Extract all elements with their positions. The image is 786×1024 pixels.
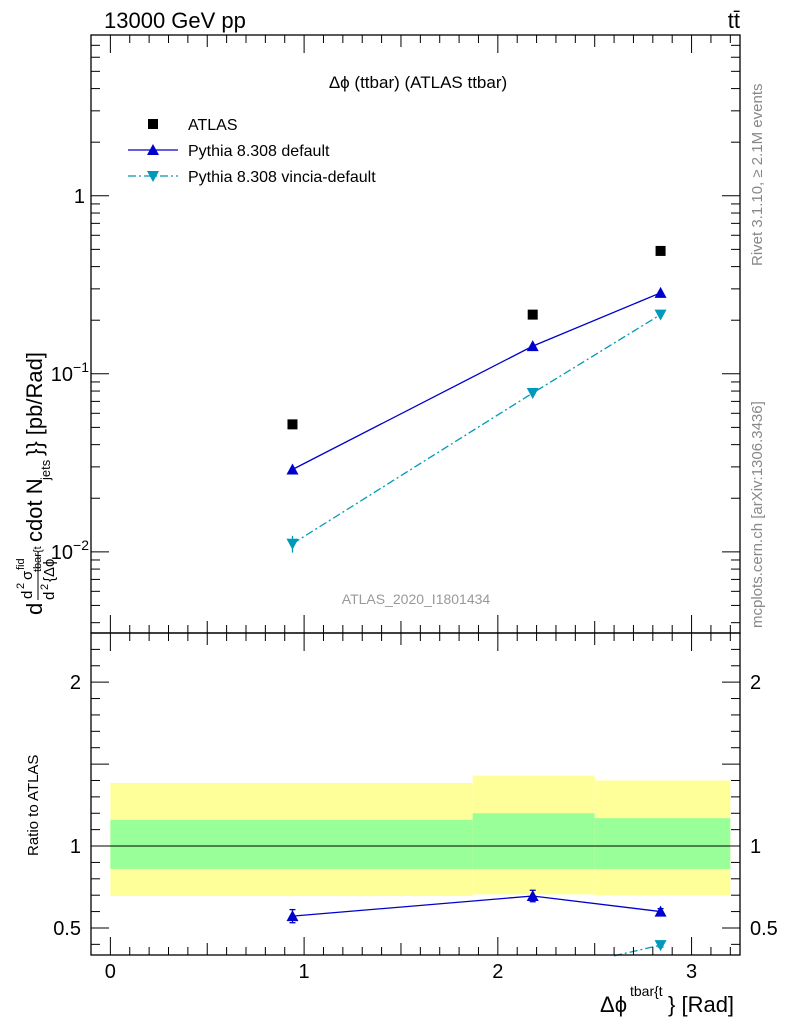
- ratio-data-point: [526, 890, 539, 902]
- main-y-axis-label: d d 2 σ fid d 2 {Δϕ tbar{t cdot N jets }…: [15, 352, 58, 615]
- energy-label: 13000 GeV pp: [104, 8, 246, 33]
- legend-marker: [148, 119, 158, 129]
- svg-text:{Δϕ: {Δϕ: [41, 559, 58, 582]
- main-data-point: [286, 463, 299, 475]
- main-title: Δϕ (ttbar) (ATLAS ttbar): [329, 73, 507, 92]
- legend: ATLAS Pythia 8.308 default Pythia 8.308 vi…: [128, 117, 376, 186]
- ratio-x-tick-label: 0: [105, 961, 116, 983]
- uncertainty-band-green-1: [472, 813, 595, 869]
- ratio-data-point: [654, 905, 667, 917]
- ratio-x-tick-label: 1: [299, 961, 310, 983]
- svg-text:tbar{t: tbar{t: [32, 546, 44, 572]
- svg-text:} [Rad]: } [Rad]: [668, 992, 734, 1017]
- main-data-point: [655, 245, 666, 256]
- ratio-y-tick-label: 0.5: [53, 918, 81, 940]
- main-series-line-2: [292, 314, 661, 545]
- main-data-point: [286, 538, 299, 550]
- ratio-data-point: [654, 940, 667, 952]
- svg-text:2: 2: [15, 583, 27, 589]
- svg-text:fid: fid: [15, 558, 27, 570]
- svg-text:jets: jets: [38, 459, 53, 481]
- ratio-x-tick-label: 2: [492, 961, 503, 983]
- ratio-y-tick-label: 1: [70, 836, 81, 858]
- svg-text:2: 2: [39, 584, 51, 590]
- legend-marker: [147, 144, 159, 155]
- ratio-y-tick-label: 2: [70, 672, 81, 694]
- legend-label: Pythia 8.308 default: [188, 143, 330, 160]
- ratio-y-tick-label-right: 2: [750, 672, 761, 694]
- svg-text:d: d: [41, 592, 58, 600]
- ratio-series-line-1: [613, 944, 661, 957]
- svg-text:d: d: [19, 591, 36, 599]
- rivet-label: Rivet 3.1.10, ≥ 2.1M events: [749, 84, 766, 267]
- svg-text:σ: σ: [19, 570, 36, 580]
- main-y-tick-label: 1: [74, 186, 85, 208]
- main-data-point: [654, 309, 667, 321]
- ratio-data-point: [286, 910, 299, 922]
- main-data-point: [526, 340, 539, 352]
- ratio-series-line-0: [292, 895, 661, 917]
- svg-text:d: d: [22, 603, 47, 615]
- svg-text:Δϕ: Δϕ: [600, 992, 627, 1017]
- ratio-plot-area: 0 1 2 3 0.5 0.5 1 1 2 2: [53, 632, 778, 983]
- main-y-tick-label: 10−2: [51, 537, 89, 564]
- mcplots-label: mcplots.cern.ch [arXiv:1306.3436]: [749, 401, 766, 628]
- legend-marker: [147, 171, 159, 182]
- main-plot-area: 10−2 10−1 1: [51, 34, 741, 634]
- svg-text:cdot N: cdot N: [22, 478, 47, 542]
- svg-text:}} [pb/Rad]: }} [pb/Rad]: [22, 352, 47, 456]
- legend-label: Pythia 8.308 vincia-default: [188, 169, 376, 186]
- process-label: tt̄: [728, 8, 740, 33]
- ratio-frame: [90, 632, 741, 956]
- svg-text:tbar{t: tbar{t: [630, 983, 663, 999]
- ratio-y-tick-label-right: 1: [750, 836, 761, 858]
- x-axis-label: Δϕ tbar{t } [Rad]: [600, 983, 734, 1017]
- uncertainty-band-green-2: [594, 818, 731, 869]
- legend-label: ATLAS: [188, 117, 238, 134]
- watermark: ATLAS_2020_I1801434: [342, 591, 491, 607]
- main-data-point: [654, 286, 667, 298]
- main-y-tick-label: 10−1: [51, 359, 89, 386]
- main-data-point: [526, 388, 539, 400]
- ratio-x-tick-label: 3: [686, 961, 697, 983]
- ratio-y-tick-label-right: 0.5: [750, 918, 778, 940]
- main-data-point: [527, 309, 538, 320]
- main-series-line-1: [292, 292, 661, 471]
- uncertainty-band-green-0: [110, 819, 473, 869]
- main-data-point: [287, 419, 298, 430]
- ratio-y-axis-label: Ratio to ATLAS: [25, 755, 42, 856]
